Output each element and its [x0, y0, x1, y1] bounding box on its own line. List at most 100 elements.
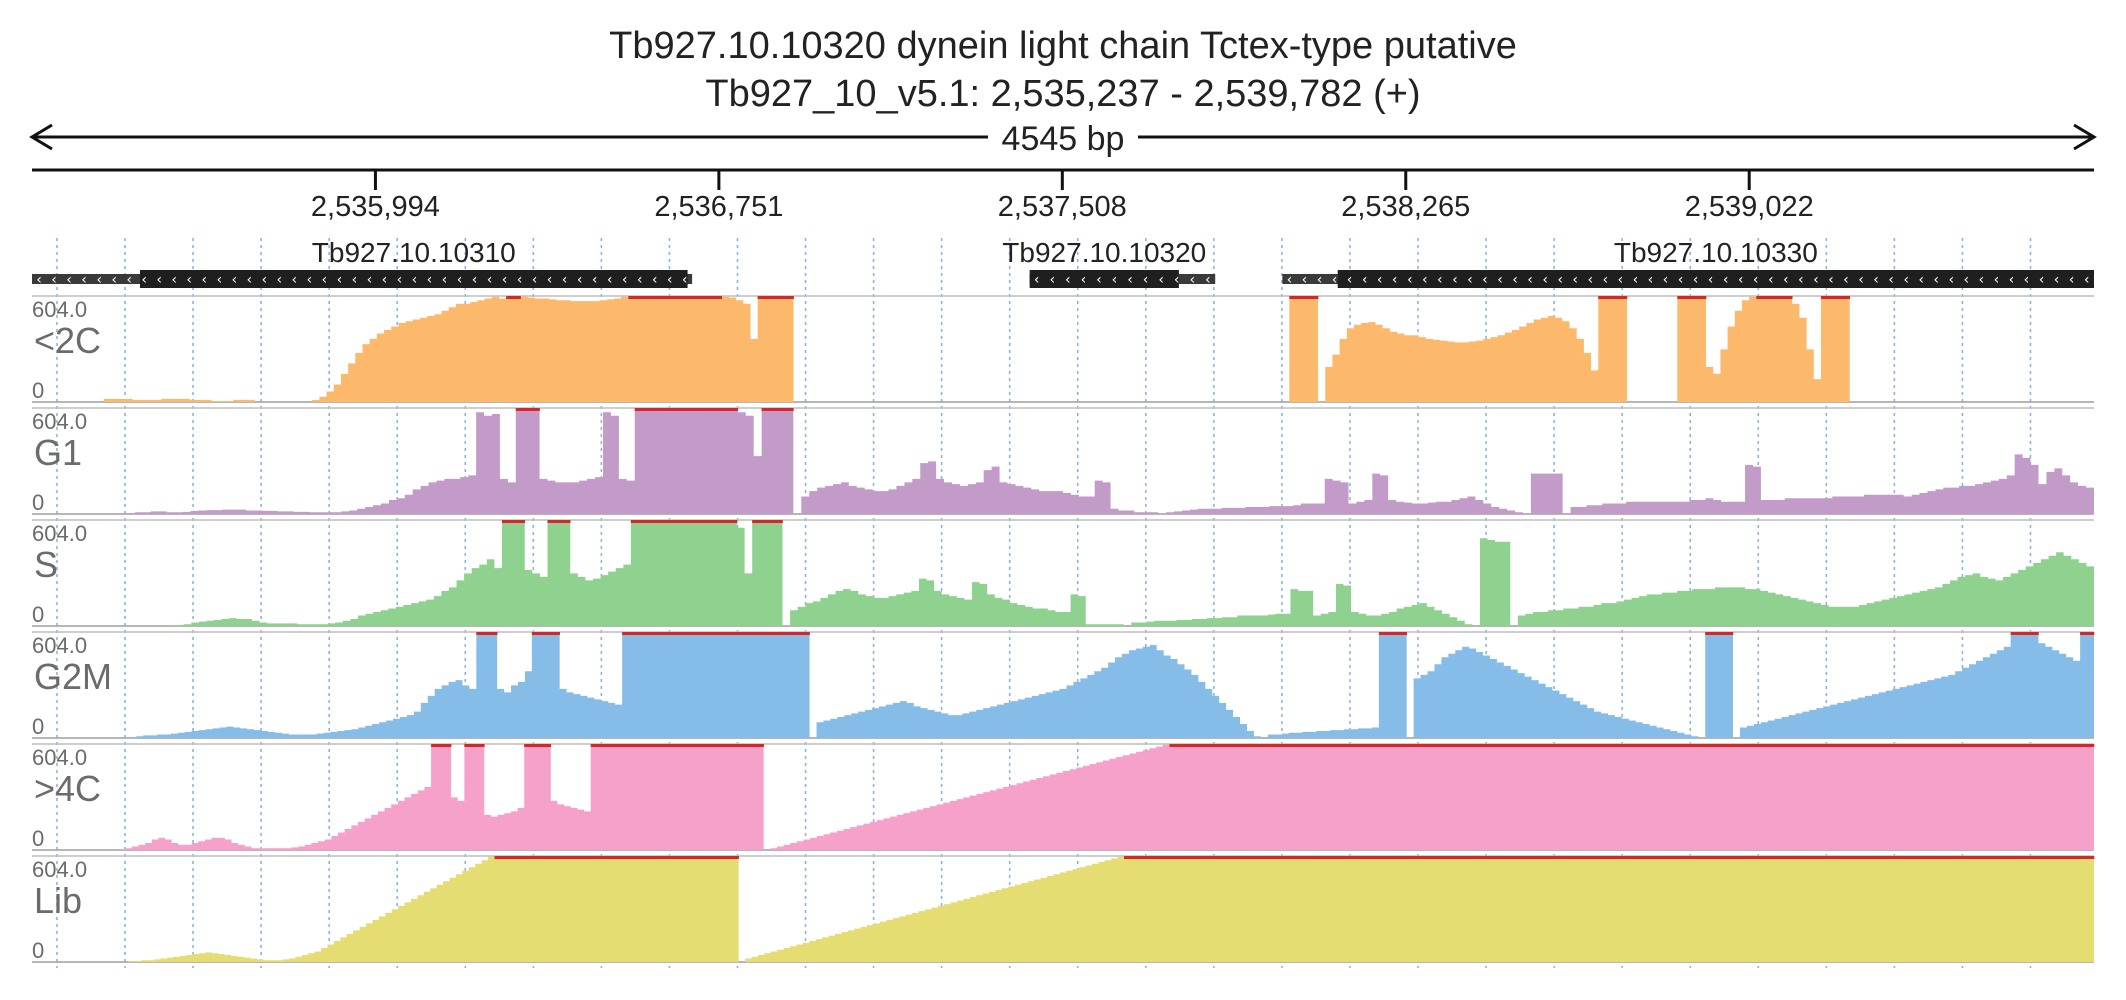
track-label: G1	[34, 432, 82, 473]
clip-marker	[1375, 744, 1383, 747]
clip-marker	[750, 744, 758, 747]
clip-marker	[1926, 856, 1934, 859]
clip-marker	[769, 408, 778, 411]
clip-marker	[657, 744, 665, 747]
clip-marker	[2014, 744, 2022, 747]
clip-marker	[653, 520, 662, 523]
clip-marker	[1708, 856, 1716, 859]
clip-marker	[2023, 856, 2031, 859]
clip-marker	[1239, 856, 1247, 859]
clip-marker	[1207, 856, 1215, 859]
clip-marker	[1242, 744, 1250, 747]
clip-marker	[1841, 744, 1849, 747]
clip-marker	[1541, 744, 1549, 747]
clip-marker	[1727, 856, 1735, 859]
clip-marker	[1862, 856, 1870, 859]
clip-marker	[523, 408, 532, 411]
clip-marker	[1455, 744, 1463, 747]
clip-marker	[1676, 856, 1684, 859]
clip-marker	[1668, 744, 1676, 747]
clip-marker	[517, 520, 526, 523]
clip-marker	[476, 632, 484, 635]
clip-marker	[555, 520, 563, 523]
clip-marker	[1422, 744, 1430, 747]
clip-marker	[650, 744, 658, 747]
clip-marker	[1774, 744, 1782, 747]
clip-marker	[1309, 744, 1317, 747]
clip-marker	[1315, 744, 1323, 747]
track-label: Lib	[34, 880, 82, 921]
clip-marker	[690, 408, 699, 411]
clip-marker	[732, 856, 739, 859]
clip-marker	[1561, 744, 1569, 747]
clip-marker	[1994, 744, 2002, 747]
clip-marker	[1509, 856, 1517, 859]
clip-marker	[1402, 744, 1410, 747]
clip-marker	[714, 296, 723, 299]
clip-marker	[1691, 296, 1700, 299]
clip-marker	[533, 856, 540, 859]
clip-marker	[691, 632, 699, 635]
clip-marker	[1130, 856, 1138, 859]
clip-marker	[1143, 856, 1151, 859]
clip-marker	[1705, 632, 1713, 635]
y-min-label: 0	[32, 938, 44, 963]
clip-marker	[1189, 744, 1197, 747]
clip-marker	[1162, 856, 1170, 859]
clip-marker	[1674, 744, 1682, 747]
clip-marker	[760, 632, 769, 635]
clip-marker	[1728, 744, 1736, 747]
clip-marker	[1349, 744, 1356, 747]
gene-Tb927.10.10310[interactable]: ‹‹‹‹‹‹‹‹‹‹‹‹‹‹‹‹‹‹‹‹‹‹‹‹‹‹‹‹‹‹‹‹‹‹‹‹‹‹‹‹…	[32, 237, 693, 288]
clip-marker	[1271, 856, 1279, 859]
clip-marker	[1425, 856, 1433, 859]
clip-marker	[1984, 856, 1992, 859]
clip-marker	[1605, 296, 1613, 299]
clip-marker	[723, 744, 731, 747]
clip-marker	[1684, 296, 1692, 299]
clip-marker	[1316, 856, 1324, 859]
clip-marker	[1820, 296, 1829, 299]
clip-marker	[700, 296, 708, 299]
clip-marker	[1631, 856, 1639, 859]
clip-marker	[781, 632, 790, 635]
clip-marker	[1560, 856, 1568, 859]
clip-marker	[552, 856, 560, 859]
clip-marker	[637, 744, 645, 747]
clip-marker	[1997, 856, 2005, 859]
track-G1: 604.0G1 0	[32, 407, 2094, 515]
clip-marker	[584, 856, 592, 859]
clip-marker	[1255, 744, 1263, 747]
clip-marker	[2029, 856, 2037, 859]
figure-title: Tb927.10.10320 dynein light chain Tctex-…	[609, 25, 1517, 67]
clip-marker	[1768, 744, 1776, 747]
clip-marker	[1196, 744, 1203, 747]
tick-label: 2,539,022	[1685, 191, 1814, 223]
coverage-area	[32, 408, 2094, 514]
clip-marker	[1335, 744, 1343, 747]
clip-marker	[1188, 856, 1195, 859]
clip-marker	[1689, 856, 1697, 859]
y-min-label: 0	[32, 602, 44, 627]
clip-marker	[622, 632, 630, 635]
gene-Tb927.10.10320[interactable]: ‹‹‹‹‹‹‹‹‹‹‹‹Tb927.10.10320	[1002, 237, 1216, 288]
clip-marker	[706, 520, 715, 523]
clip-marker	[1608, 744, 1616, 747]
clip-marker	[1475, 744, 1483, 747]
clip-marker	[2007, 744, 2015, 747]
clip-marker	[530, 744, 538, 747]
clip-marker	[2042, 856, 2050, 859]
clip-marker	[1388, 744, 1396, 747]
gene-Tb927.10.10330[interactable]: ‹‹‹‹‹‹‹‹‹‹‹‹‹‹‹‹‹‹‹‹‹‹‹‹‹‹‹‹‹‹‹‹‹‹‹‹‹‹‹‹…	[1282, 237, 2094, 288]
clip-marker	[1535, 744, 1543, 747]
clip-marker	[1445, 856, 1452, 859]
clip-marker	[1785, 856, 1793, 859]
coverage-tracks: 604.0<2C0604.0G10604.0S0604.0G2M0604.0>4…	[32, 295, 2095, 963]
track-<2C: 604.0<2C 0	[32, 295, 2094, 403]
clip-marker	[656, 632, 665, 635]
figure-subtitle: Tb927_10_v5.1: 2,535,237 - 2,539,782 (+)	[705, 73, 1420, 115]
clip-marker	[1867, 744, 1875, 747]
clip-marker	[743, 744, 751, 747]
span-label: 4545 bp	[1002, 120, 1125, 158]
